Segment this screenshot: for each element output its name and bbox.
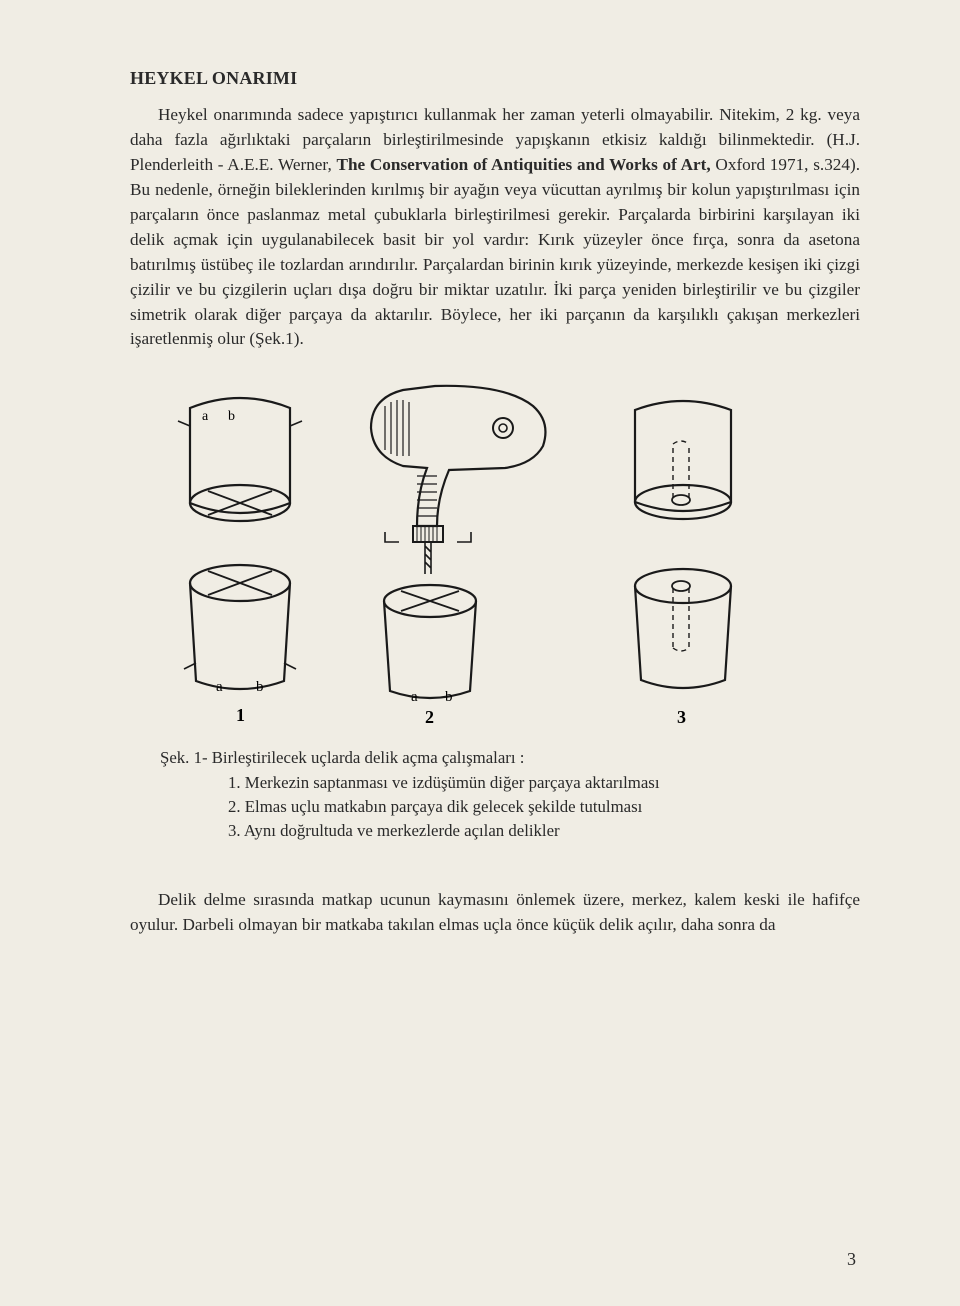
fig-label-b-bot2: b bbox=[445, 689, 453, 705]
fig-col3-bottom: 3 bbox=[635, 569, 731, 727]
figure-caption: Şek. 1- Birleştirilecek uçlarda delik aç… bbox=[130, 746, 860, 843]
fig-label-b-bot1: b bbox=[256, 679, 264, 695]
figure-1-svg: a b a b 1 bbox=[145, 368, 845, 738]
fig-label-b-top1: b bbox=[228, 409, 235, 424]
fig-label-a-bot2: a bbox=[411, 689, 418, 705]
paragraph-1: Heykel onarımında sadece yapıştırıcı kul… bbox=[130, 103, 860, 352]
fig-col1-top: a b bbox=[178, 398, 302, 521]
fig-label-a-top1: a bbox=[202, 409, 209, 424]
page-number: 3 bbox=[847, 1249, 856, 1270]
caption-item-3: 3. Aynı doğrultuda ve merkezlerde açılan… bbox=[228, 819, 860, 843]
paragraph-2: Delik delme sırasında matkap ucunun kaym… bbox=[130, 888, 860, 938]
para1-text-2: Oxford 1971, s.324). Bu nedenle, örneğin… bbox=[130, 155, 860, 349]
fig-num-2: 2 bbox=[425, 707, 434, 727]
fig-label-a-bot1: a bbox=[216, 679, 223, 695]
caption-item-2: 2. Elmas uçlu matkabın parçaya dik gelec… bbox=[228, 795, 860, 819]
caption-item-1: 1. Merkezin saptanması ve izdüşümün diğe… bbox=[228, 771, 860, 795]
fig-num-3: 3 bbox=[677, 707, 686, 727]
page-title: HEYKEL ONARIMI bbox=[130, 68, 860, 89]
fig-col2-bottom: a b 2 bbox=[384, 585, 476, 727]
fig-num-1: 1 bbox=[236, 705, 245, 725]
fig-col3-top bbox=[635, 401, 731, 519]
figure-1: a b a b 1 bbox=[130, 368, 860, 738]
para1-citation-bold: The Conservation of Antiquities and Work… bbox=[337, 155, 711, 174]
fig-col1-bottom: a b 1 bbox=[184, 565, 296, 725]
fig-col2-drill bbox=[371, 386, 545, 574]
caption-heading: Şek. 1- Birleştirilecek uçlarda delik aç… bbox=[160, 746, 860, 770]
